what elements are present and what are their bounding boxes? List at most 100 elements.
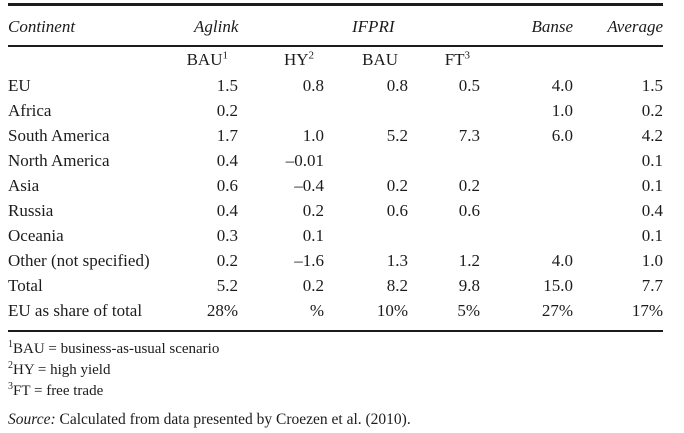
sub-header-label: HY <box>283 49 309 69</box>
source-label: Source: <box>8 410 56 428</box>
value-cell: 9.8 <box>458 275 481 295</box>
value-cell: 4.2 <box>641 125 664 145</box>
value-cell: 0.8 <box>386 75 409 95</box>
value-cell <box>324 98 408 123</box>
value-cell <box>480 173 573 198</box>
column-header-average: Average <box>573 4 664 47</box>
table-row: Total 5.2 0.2 8.2 9.8 15.0 7.7 <box>8 273 663 298</box>
biofuel-scenario-table: Continent Aglink IFPRI Banse Average BAU… <box>8 3 664 332</box>
value-cell: 0.2 <box>216 100 238 120</box>
value-cell <box>324 148 408 173</box>
value-cell: 7.7 <box>641 275 664 295</box>
value-cell <box>480 198 573 223</box>
value-cell: 0.6 <box>458 200 481 220</box>
footnote-marker: 1 <box>222 48 229 61</box>
continent-cell: Africa <box>8 100 52 120</box>
value-cell: –0.01 <box>285 150 325 170</box>
value-cell: 4.0 <box>551 75 574 95</box>
footnote-marker: 2 <box>8 359 13 371</box>
value-cell: 0.2 <box>302 275 325 295</box>
table-row: Other (not specified) 0.2 –1.6 1.3 1.2 4.0 1.0 <box>8 248 663 273</box>
table-row: Asia 0.6 –0.4 0.2 0.2 0.1 <box>8 173 663 198</box>
sub-header-empty <box>573 46 663 73</box>
value-cell: 1.2 <box>458 250 481 270</box>
value-cell: 8.2 <box>386 275 409 295</box>
value-cell: 0.2 <box>641 100 664 120</box>
footnote-line: 3FT = free trade <box>8 381 663 402</box>
table-row: EU as share of total 28%% 10% 5% 27% 17% <box>8 297 664 332</box>
footnote-line: 2HY = high yield <box>8 360 663 381</box>
value-cell: 0.6 <box>386 200 409 220</box>
value-cell: 0.2 <box>386 175 409 195</box>
value-cell: 0.4 <box>216 150 238 170</box>
column-header-aglink: Aglink <box>186 4 325 47</box>
source-text: Calculated from data presented by Croeze… <box>55 410 411 428</box>
value-cell: –0.4 <box>294 175 325 195</box>
table-row: North America 0.4 –0.01 0.1 <box>8 148 663 173</box>
table-row: Africa 0.2 1.0 0.2 <box>8 98 663 123</box>
continent-cell: EU <box>8 75 31 95</box>
value-cell: 1.5 <box>641 75 664 95</box>
table-row: Russia 0.4 0.2 0.6 0.6 0.4 <box>8 198 663 223</box>
sub-header-hy2: HY2 <box>238 46 324 73</box>
sub-header-label: BAU <box>362 49 399 69</box>
value-cell: 28% <box>186 297 238 332</box>
value-cell: 27% <box>480 297 574 332</box>
footnote-text: HY = high yield <box>13 361 111 378</box>
continent-cell: Oceania <box>8 225 64 245</box>
column-header-ifpri: IFPRI <box>324 4 481 47</box>
column-header-continent: Continent <box>8 4 186 47</box>
value-cell: 4.0 <box>551 250 574 270</box>
sub-header-label: FT <box>444 49 465 69</box>
continent-cell: South America <box>8 125 110 145</box>
continent-cell: Asia <box>8 175 40 195</box>
value-cell: 1.3 <box>386 250 409 270</box>
table-header: Continent Aglink IFPRI Banse Average BAU… <box>8 4 664 73</box>
sub-header-ft3: FT3 <box>408 46 480 73</box>
value-cell <box>408 98 480 123</box>
table-body: EU 1.5 0.8 0.8 0.5 4.0 1.5 Africa 0.2 1.0 0.2 South… <box>8 73 664 332</box>
value-cell: 0.1 <box>302 225 325 245</box>
sub-header-empty <box>8 46 186 73</box>
value-cell: 1.5 <box>216 75 238 95</box>
value-cell <box>480 148 573 173</box>
footnote-text: BAU = business-as-usual scenario <box>13 340 220 357</box>
value-cell: % <box>238 297 325 332</box>
value-cell <box>238 98 324 123</box>
continent-cell: Russia <box>8 200 54 220</box>
footnote-marker: 3 <box>464 48 471 61</box>
value-cell: 0.8 <box>302 75 325 95</box>
sub-header-label: BAU <box>186 49 223 69</box>
sub-header-bau: BAU <box>324 46 408 73</box>
value-cell: 1.0 <box>302 125 325 145</box>
value-cell: 1.7 <box>216 125 238 145</box>
value-cell <box>324 223 408 248</box>
value-cell: 0.2 <box>302 200 325 220</box>
continent-cell: Total <box>8 275 43 295</box>
value-cell: 0.3 <box>216 225 238 245</box>
column-header-banse: Banse <box>480 4 574 47</box>
footnotes: 1BAU = business-as-usual scenario 2HY = h… <box>8 339 663 402</box>
value-cell: 0.1 <box>641 225 664 245</box>
value-cell: 0.4 <box>641 200 664 220</box>
value-cell: 0.5 <box>458 75 481 95</box>
footnote-marker: 3 <box>8 380 13 392</box>
continent-cell: Other (not specified) <box>8 250 150 270</box>
value-cell: 15.0 <box>543 275 574 295</box>
value-cell: –1.6 <box>294 250 325 270</box>
value-cell: 0.1 <box>641 150 664 170</box>
source-line: Source: Calculated from data presented b… <box>8 409 663 430</box>
value-cell: 5% <box>408 297 481 332</box>
group-header-row: Continent Aglink IFPRI Banse Average <box>8 4 664 47</box>
value-cell: 7.3 <box>458 125 481 145</box>
continent-cell: North America <box>8 150 110 170</box>
value-cell: 0.2 <box>458 175 481 195</box>
value-cell: 0.1 <box>641 175 664 195</box>
sub-header-row: BAU1 HY2 BAU FT3 <box>8 46 663 73</box>
table-row: South America 1.7 1.0 5.2 7.3 6.0 4.2 <box>8 123 663 148</box>
value-cell: 1.0 <box>641 250 664 270</box>
value-cell: 1.0 <box>551 100 574 120</box>
value-cell: 5.2 <box>216 275 238 295</box>
value-cell: 0.4 <box>216 200 238 220</box>
